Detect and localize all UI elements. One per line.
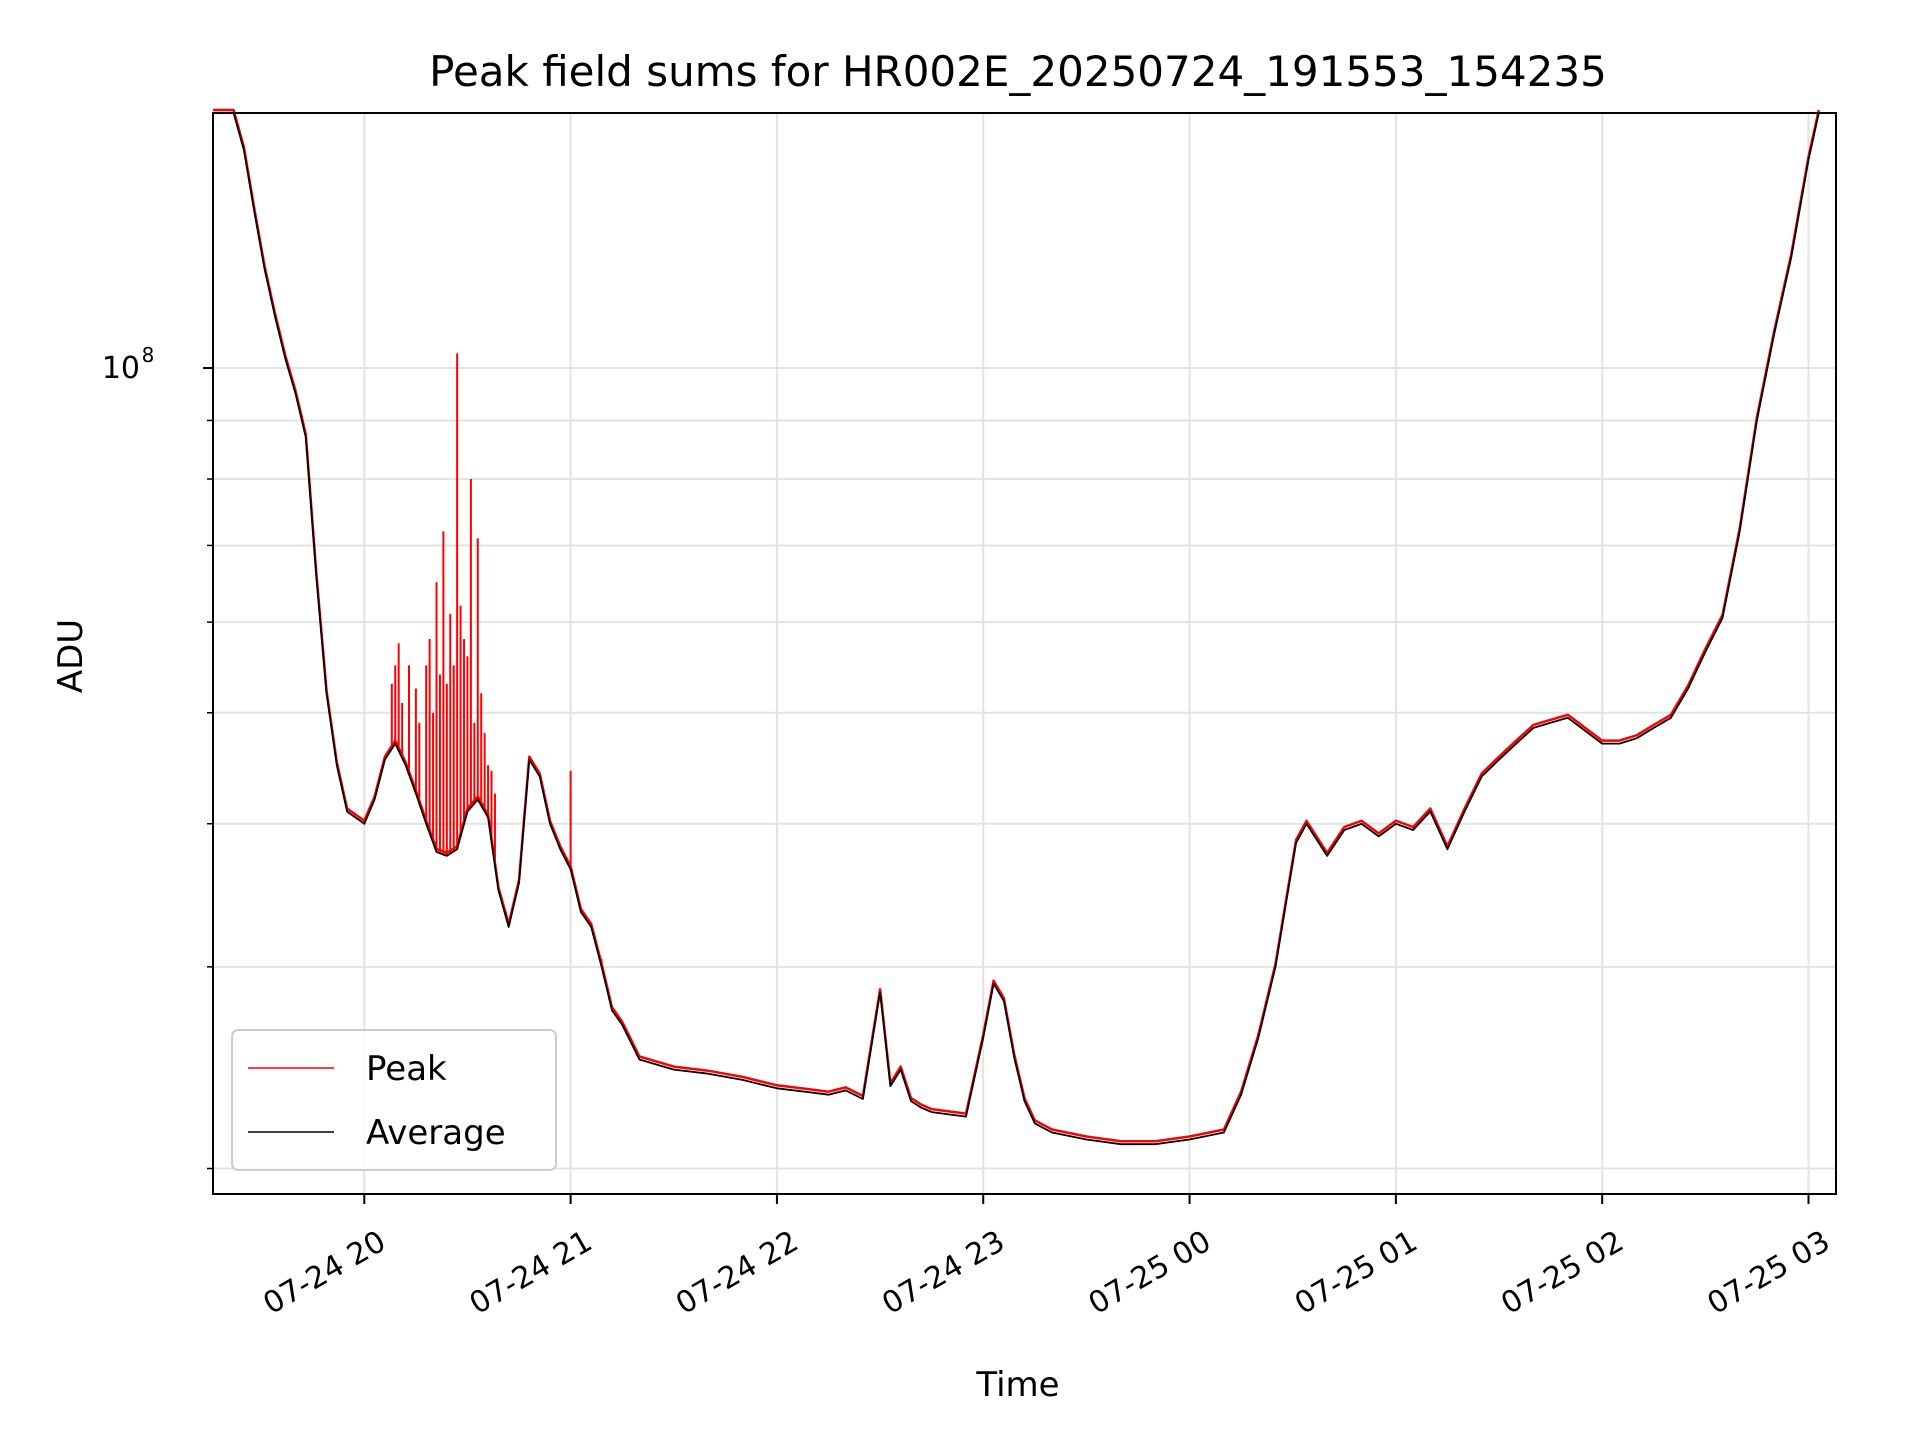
y-tick-label-exponent: 8	[142, 343, 155, 367]
y-axis-label: ADU	[51, 619, 91, 693]
y-tick-label: 10 8	[102, 343, 155, 386]
series-line-average	[213, 112, 1820, 1146]
series-layer	[213, 108, 1821, 1146]
plot-frame	[212, 112, 1837, 1195]
legend-label-peak: Peak	[366, 1049, 447, 1089]
chart-title: Peak field sums for HR002E_20250724_1915…	[429, 47, 1607, 96]
legend: Peak Average	[231, 1029, 557, 1171]
series-line-peak	[213, 108, 1821, 1143]
x-axis-label: Time	[975, 1365, 1059, 1405]
legend-box	[231, 1029, 557, 1171]
legend-label-average: Average	[366, 1113, 506, 1153]
y-tick-label-base: 10	[102, 351, 140, 386]
grid	[213, 113, 1836, 1194]
